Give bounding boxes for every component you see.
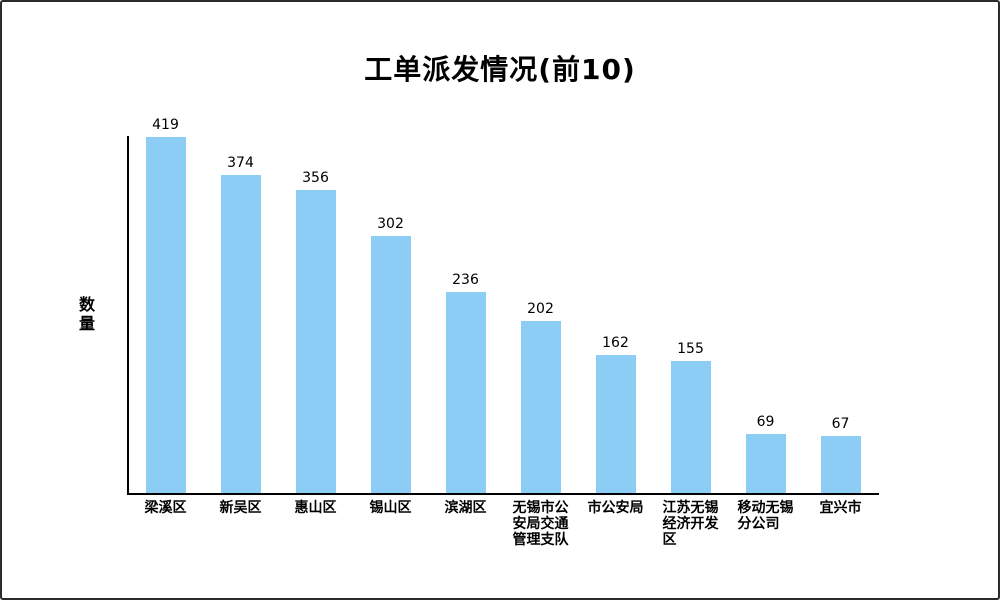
x-axis-category-text: 江苏无锡 经济开发 区 xyxy=(662,500,719,548)
bar xyxy=(370,236,411,493)
bar xyxy=(820,436,861,493)
bar xyxy=(445,292,486,493)
x-axis-category-text: 滨湖区 xyxy=(444,500,487,516)
x-axis-category-label: 新吴区 xyxy=(203,500,278,516)
bar-value-label: 162 xyxy=(602,335,629,351)
bar-value-label: 69 xyxy=(756,414,775,430)
y-axis-line xyxy=(127,136,129,493)
x-axis-category-label: 市公安局 xyxy=(578,500,653,516)
bar-value-label: 155 xyxy=(677,341,704,357)
bar xyxy=(670,361,711,493)
bar xyxy=(595,355,636,493)
bar xyxy=(145,137,186,493)
bar xyxy=(745,434,786,493)
x-axis-category-label: 宜兴市 xyxy=(803,500,878,516)
bar xyxy=(220,175,261,493)
bar-value-label: 202 xyxy=(527,301,554,317)
x-axis-category-text: 移动无锡 分公司 xyxy=(737,500,794,532)
x-axis-category-text: 锡山区 xyxy=(369,500,412,516)
x-axis-category-label: 惠山区 xyxy=(278,500,353,516)
bar-value-label: 356 xyxy=(302,170,329,186)
bar-value-label: 419 xyxy=(152,117,179,133)
bar-value-label: 67 xyxy=(831,416,850,432)
x-axis-category-label: 滨湖区 xyxy=(428,500,503,516)
bar-value-label: 236 xyxy=(452,272,479,288)
chart-title: 工单派发情况(前10) xyxy=(364,53,636,86)
x-axis-category-text: 新吴区 xyxy=(219,500,262,516)
x-axis-category-label: 锡山区 xyxy=(353,500,428,516)
bar-value-label: 302 xyxy=(377,216,404,232)
x-axis-category-text: 宜兴市 xyxy=(819,500,862,516)
x-axis-category-text: 无锡市公 安局交通 管理支队 xyxy=(512,500,569,548)
x-axis-category-label: 梁溪区 xyxy=(128,500,203,516)
x-axis-category-label: 无锡市公 安局交通 管理支队 xyxy=(503,500,578,548)
y-axis-title: 数量 xyxy=(78,295,95,333)
x-axis-category-label: 江苏无锡 经济开发 区 xyxy=(653,500,728,548)
x-axis-line xyxy=(127,493,879,495)
bar xyxy=(520,321,561,493)
x-axis-category-label: 移动无锡 分公司 xyxy=(728,500,803,532)
bar-value-label: 374 xyxy=(227,155,254,171)
x-axis-category-text: 梁溪区 xyxy=(144,500,187,516)
x-axis-category-text: 市公安局 xyxy=(587,500,644,516)
bar xyxy=(295,190,336,493)
x-axis-category-text: 惠山区 xyxy=(294,500,337,516)
